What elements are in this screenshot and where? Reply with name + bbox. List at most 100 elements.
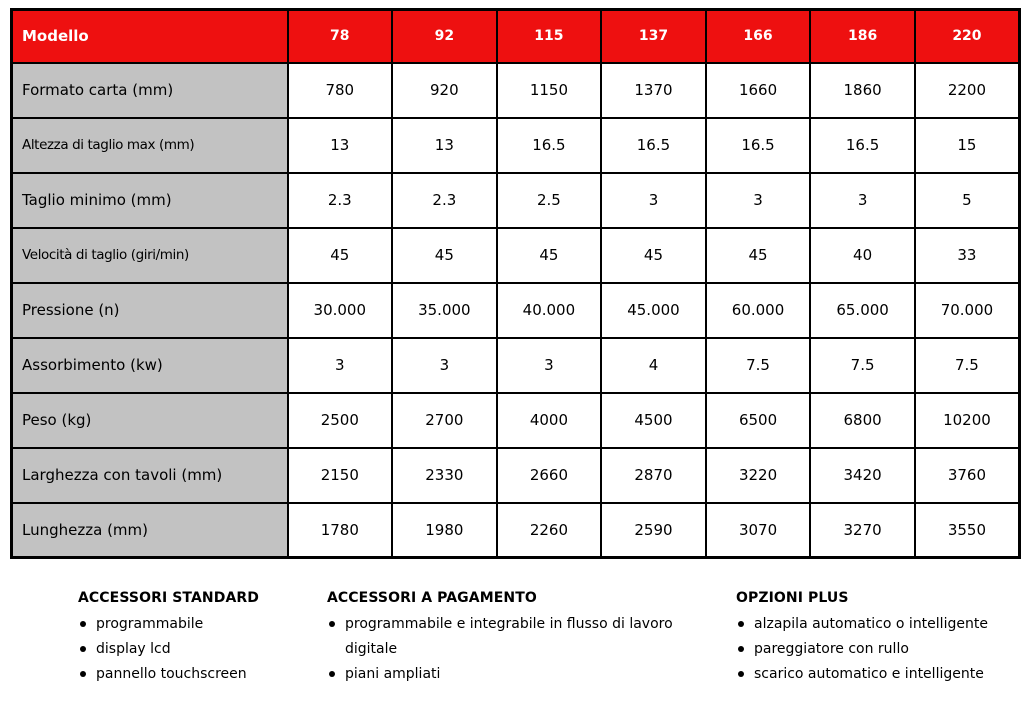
- value-cell: 2150: [286, 446, 394, 504]
- value-cell: 4000: [495, 391, 603, 449]
- list-item-label: piani ampliati: [345, 666, 441, 682]
- table-row: Lunghezza (mm) 1780 1980 2260 2590 3070 …: [10, 501, 1021, 559]
- list-item: alzapila automatico o intelligente: [736, 612, 1032, 637]
- table-row: Altezza di taglio max (mm) 13 13 16.5 16…: [10, 116, 1021, 174]
- model-header-cell: 92: [391, 8, 498, 64]
- row-label: Assorbimento (kw): [10, 336, 289, 394]
- value-cell: 3760: [913, 446, 1021, 504]
- list-item: programmabile e integrabile in flusso di…: [327, 612, 736, 662]
- value-cell: 65.000: [809, 281, 916, 339]
- value-cell: 2870: [600, 446, 707, 504]
- value-cell: 45: [391, 226, 498, 284]
- value-cell: 2500: [286, 391, 394, 449]
- table-row: Larghezza con tavoli (mm) 2150 2330 2660…: [10, 446, 1021, 504]
- bullet-icon: [329, 621, 335, 627]
- value-cell: 7.5: [704, 336, 812, 394]
- model-header-cell: 78: [286, 8, 394, 64]
- accessories-paid-title: ACCESSORI A PAGAMENTO: [327, 590, 537, 606]
- list-item-label: scarico automatico e intelligente: [754, 666, 984, 682]
- value-cell: 40: [809, 226, 916, 284]
- value-cell: 1780: [286, 501, 394, 559]
- value-cell: 2590: [600, 501, 707, 559]
- accessories-standard-title: ACCESSORI STANDARD: [78, 590, 260, 606]
- value-cell: 1660: [704, 61, 812, 119]
- value-cell: 13: [391, 116, 498, 174]
- options-plus-column: OPZIONI PLUS alzapila automatico o intel…: [736, 590, 1032, 687]
- list-item-label: pareggiatore con rullo: [754, 641, 909, 657]
- value-cell: 45: [286, 226, 394, 284]
- value-cell: 3220: [704, 446, 812, 504]
- model-header-cell: 220: [913, 8, 1021, 64]
- row-label: Peso (kg): [10, 391, 289, 449]
- model-header-cell: 186: [809, 8, 916, 64]
- value-cell: 2.5: [495, 171, 603, 229]
- list-item: scarico automatico e intelligente: [736, 662, 1032, 687]
- model-header-cell: 137: [600, 8, 707, 64]
- value-cell: 1980: [391, 501, 498, 559]
- value-cell: 6800: [809, 391, 916, 449]
- list-item: programmabile: [78, 612, 327, 637]
- table-row: Peso (kg) 2500 2700 4000 4500 6500 6800 …: [10, 391, 1021, 449]
- value-cell: 15: [913, 116, 1021, 174]
- list-item-label: pannello touchscreen: [96, 666, 247, 682]
- value-cell: 3: [600, 171, 707, 229]
- model-header-row: Modello 78 92 115 137 166 186 220: [10, 8, 1021, 64]
- value-cell: 16.5: [704, 116, 812, 174]
- table-row: Velocità di taglio (giri/min) 45 45 45 4…: [10, 226, 1021, 284]
- bullet-icon: [738, 621, 744, 627]
- value-cell: 60.000: [704, 281, 812, 339]
- list-item-label: programmabile e integrabile in flusso di…: [345, 616, 673, 657]
- value-cell: 2330: [391, 446, 498, 504]
- value-cell: 45: [600, 226, 707, 284]
- table-row: Assorbimento (kw) 3 3 3 4 7.5 7.5 7.5: [10, 336, 1021, 394]
- bullet-icon: [738, 646, 744, 652]
- value-cell: 1150: [495, 61, 603, 119]
- value-cell: 5: [913, 171, 1021, 229]
- list-item: pannello touchscreen: [78, 662, 327, 687]
- value-cell: 3270: [809, 501, 916, 559]
- model-header-cell: 115: [495, 8, 603, 64]
- list-item-label: alzapila automatico o intelligente: [754, 616, 988, 632]
- value-cell: 45: [495, 226, 603, 284]
- bullet-icon: [738, 671, 744, 677]
- value-cell: 3: [286, 336, 394, 394]
- value-cell: 35.000: [391, 281, 498, 339]
- bullet-icon: [80, 671, 86, 677]
- list-item: piani ampliati: [327, 662, 736, 687]
- value-cell: 6500: [704, 391, 812, 449]
- accessories-standard-list: programmabile display lcd pannello touch…: [78, 612, 327, 687]
- value-cell: 4: [600, 336, 707, 394]
- row-label: Larghezza con tavoli (mm): [10, 446, 289, 504]
- bullet-icon: [329, 671, 335, 677]
- value-cell: 3070: [704, 501, 812, 559]
- value-cell: 7.5: [913, 336, 1021, 394]
- value-cell: 2200: [913, 61, 1021, 119]
- value-cell: 780: [286, 61, 394, 119]
- accessories-paid-list: programmabile e integrabile in flusso di…: [327, 612, 736, 687]
- value-cell: 2.3: [391, 171, 498, 229]
- list-item-label: programmabile: [96, 616, 204, 632]
- row-label: Pressione (n): [10, 281, 289, 339]
- table-row: Taglio minimo (mm) 2.3 2.3 2.5 3 3 3 5: [10, 171, 1021, 229]
- value-cell: 2700: [391, 391, 498, 449]
- value-cell: 2.3: [286, 171, 394, 229]
- row-label: Velocità di taglio (giri/min): [10, 226, 289, 284]
- accessories-footer: ACCESSORI STANDARD programmabile display…: [0, 590, 1033, 687]
- value-cell: 40.000: [495, 281, 603, 339]
- value-cell: 30.000: [286, 281, 394, 339]
- value-cell: 7.5: [809, 336, 916, 394]
- value-cell: 2660: [495, 446, 603, 504]
- spec-table: Modello 78 92 115 137 166 186 220 Format…: [10, 8, 1021, 559]
- value-cell: 2260: [495, 501, 603, 559]
- bullet-icon: [80, 621, 86, 627]
- value-cell: 1370: [600, 61, 707, 119]
- value-cell: 3550: [913, 501, 1021, 559]
- value-cell: 33: [913, 226, 1021, 284]
- bullet-icon: [80, 646, 86, 652]
- value-cell: 16.5: [809, 116, 916, 174]
- options-plus-list: alzapila automatico o intelligente pareg…: [736, 612, 1032, 687]
- value-cell: 3: [809, 171, 916, 229]
- value-cell: 45.000: [600, 281, 707, 339]
- row-label: Taglio minimo (mm): [10, 171, 289, 229]
- value-cell: 70.000: [913, 281, 1021, 339]
